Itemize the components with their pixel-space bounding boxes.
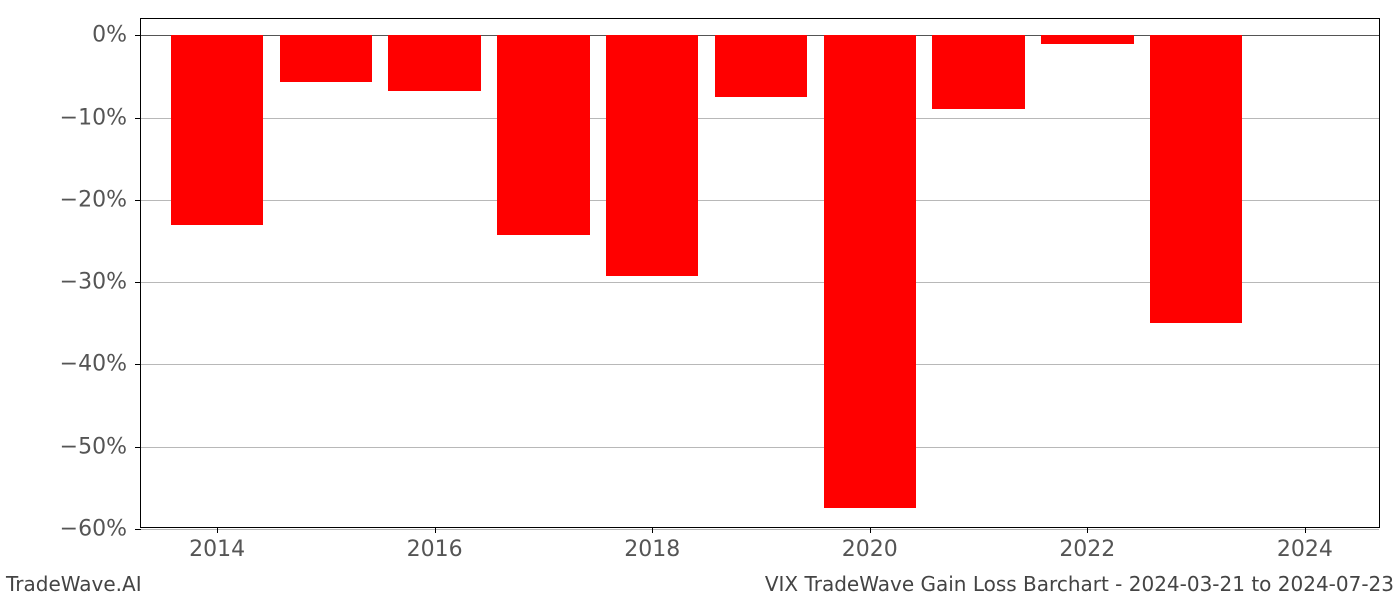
x-tick-label: 2014: [189, 527, 245, 562]
x-tick-label: 2024: [1277, 527, 1333, 562]
x-tick-label: 2020: [842, 527, 898, 562]
bar: [280, 35, 372, 81]
bar: [171, 35, 263, 224]
y-tick-label: −30%: [60, 270, 141, 295]
x-tick-label: 2016: [407, 527, 463, 562]
footer-left-label: TradeWave.AI: [6, 572, 142, 596]
chart-container: 0% −10% −20% −30% −40% −50% −60% 2014 2016 2018 20…: [0, 0, 1400, 600]
bar: [824, 35, 916, 508]
bar: [388, 35, 480, 91]
y-tick-label: −20%: [60, 187, 141, 212]
bar: [932, 35, 1024, 109]
y-tick-label: −60%: [60, 517, 141, 542]
gridline: [141, 529, 1379, 530]
plot-area: 0%−10%−20%−30%−40%−50%−60%20142016201820…: [140, 18, 1380, 528]
y-tick-label: 0%: [92, 23, 141, 48]
footer-right-label: VIX TradeWave Gain Loss Barchart - 2024-…: [765, 572, 1394, 596]
y-tick-label: −40%: [60, 352, 141, 377]
y-tick-label: −50%: [60, 434, 141, 459]
bar: [497, 35, 589, 235]
y-tick-label: −10%: [60, 105, 141, 130]
bar: [1041, 35, 1133, 43]
bar: [1150, 35, 1242, 323]
gridline: [141, 364, 1379, 365]
bar: [606, 35, 698, 276]
x-tick-label: 2018: [624, 527, 680, 562]
bar: [715, 35, 807, 97]
gridline: [141, 447, 1379, 448]
x-tick-label: 2022: [1059, 527, 1115, 562]
